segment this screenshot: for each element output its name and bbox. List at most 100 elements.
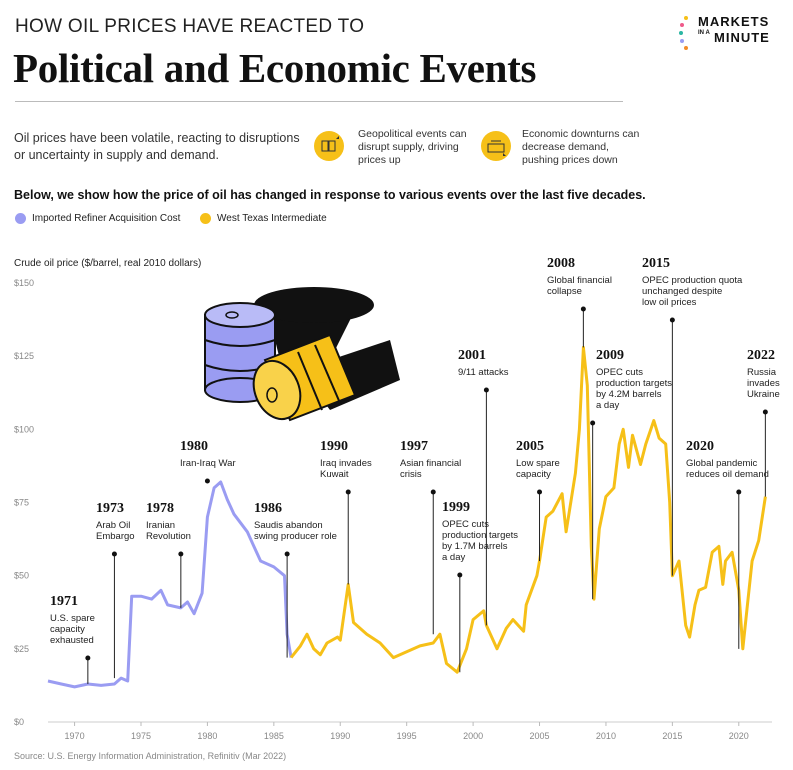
legend-item-irac: Imported Refiner Acquisition Cost	[15, 213, 180, 224]
annotation-1990: 1990 Iraq invades Kuwait	[320, 439, 372, 480]
chart-subheading: Below, we show how the price of oil has …	[14, 188, 646, 202]
x-tick-label: 1985	[264, 731, 284, 741]
annotation-dot	[85, 655, 91, 661]
annotation-dot	[580, 306, 586, 312]
legend-label: Imported Refiner Acquisition Cost	[32, 213, 181, 224]
annotation-text: Iran-Iraq War	[180, 458, 236, 469]
annotation-year: 1971	[50, 594, 78, 609]
annotation-text: OPEC production quota unchanged despite lo…	[642, 275, 743, 308]
annotation-text: Iranian Revolution	[146, 520, 191, 542]
annotation-year: 1973	[96, 501, 124, 516]
annotation-2001: 2001 9/11 attacks	[458, 348, 509, 378]
annotation-text: 9/11 attacks	[458, 367, 509, 378]
y-tick-label: $100	[14, 424, 34, 434]
annotation-2015: 2015 OPEC production quota unchanged despi…	[642, 256, 743, 308]
annotation-year: 1999	[442, 500, 470, 515]
source-note: Source: U.S. Energy Information Administ…	[14, 751, 287, 761]
y-tick-label: $75	[14, 498, 29, 508]
annotation-dot	[537, 489, 543, 495]
annotation-text: U.S. spare capacity exhausted	[50, 613, 95, 646]
annotation-year: 2008	[547, 256, 575, 271]
annotation-year: 2009	[596, 348, 624, 363]
y-axis-label: Crude oil price ($/barrel, real 2010 dol…	[14, 258, 201, 269]
annotation-text: Arab Oil Embargo	[96, 520, 135, 542]
annotation-year: 2001	[458, 348, 486, 363]
annotation-2022: 2022 Russia invades Ukraine	[747, 348, 780, 400]
annotation-2005: 2005 Low spare capacity	[516, 439, 560, 480]
annotation-dot	[736, 489, 742, 495]
x-tick-label: 2020	[729, 731, 749, 741]
annotation-1986: 1986 Saudis abandon swing producer role	[254, 501, 337, 542]
logo-markets: MARKETS	[698, 14, 770, 29]
annotation-1973: 1973 Arab Oil Embargo	[96, 501, 135, 542]
logo-minute: MINUTE	[714, 30, 770, 45]
y-tick-label: $150	[14, 278, 34, 288]
callout-geopolitical: Geopolitical events can disrupt supply, …	[358, 128, 467, 166]
y-tick-label: $125	[14, 351, 34, 361]
annotation-1980: 1980 Iran-Iraq War	[180, 439, 236, 469]
logo-in-a: IN A	[698, 30, 710, 36]
annotation-2008: 2008 Global financial collapse	[547, 256, 612, 297]
series-line-irac	[47, 480, 293, 689]
annotation-dot	[483, 387, 489, 393]
annotation-dot	[178, 551, 184, 557]
y-tick-label: $50	[14, 571, 29, 581]
annotation-text: Saudis abandon swing producer role	[254, 520, 337, 542]
annotation-text: Low spare capacity	[516, 458, 560, 480]
annotation-2020: 2020 Global pandemic reduces oil demand	[686, 439, 769, 480]
x-tick-label: 1980	[197, 731, 217, 741]
x-tick-label: 2005	[530, 731, 550, 741]
legend-swatch	[200, 213, 211, 224]
x-tick-label: 2000	[463, 731, 483, 741]
annotation-dot	[284, 551, 290, 557]
annotation-year: 2005	[516, 439, 544, 454]
annotation-year: 2020	[686, 439, 714, 454]
pre-title: HOW OIL PRICES HAVE REACTED TO	[15, 16, 365, 37]
annotation-dot	[111, 551, 117, 557]
x-tick-label: 1970	[65, 731, 85, 741]
annotation-year: 1978	[146, 501, 174, 516]
annotation-dot	[204, 478, 210, 484]
annotation-dot	[762, 409, 768, 415]
oil-barrels-illustration	[204, 287, 400, 422]
callout-economic: Economic downturns can decrease demand, …	[522, 128, 640, 166]
annotation-text: Global pandemic reduces oil demand	[686, 458, 769, 480]
annotation-dot	[345, 489, 351, 495]
annotation-1971: 1971 U.S. spare capacity exhausted	[50, 594, 95, 646]
x-tick-label: 1995	[397, 731, 417, 741]
x-tick-label: 1990	[330, 731, 350, 741]
annotation-dot	[669, 317, 675, 323]
legend-item-wti: West Texas Intermediate	[200, 213, 327, 224]
annotation-year: 1997	[400, 439, 428, 454]
annotation-text: OPEC cuts production targets by 1.7M barre…	[442, 519, 518, 563]
annotation-1997: 1997 Asian financial crisis	[400, 439, 461, 480]
annotation-dot	[430, 489, 436, 495]
annotation-dot	[457, 572, 463, 578]
markets-in-a-minute-logo: MARKETS IN A MINUTE	[679, 12, 780, 56]
legend-label: West Texas Intermediate	[217, 213, 327, 224]
x-tick-label: 2015	[662, 731, 682, 741]
annotation-year: 1990	[320, 439, 348, 454]
demand-down-icon	[481, 131, 511, 161]
annotation-dot	[590, 420, 596, 426]
annotation-text: Asian financial crisis	[400, 458, 461, 480]
title-divider	[15, 101, 623, 102]
annotation-text: OPEC cuts production targets by 4.2M barre…	[596, 367, 672, 411]
annotation-1978: 1978 Iranian Revolution	[146, 501, 191, 542]
x-tick-label: 1975	[131, 731, 151, 741]
y-tick-label: $25	[14, 644, 29, 654]
annotation-1999: 1999 OPEC cuts production targets by 1.7M b…	[442, 500, 518, 563]
annotation-year: 2015	[642, 256, 670, 271]
annotation-text: Iraq invades Kuwait	[320, 458, 372, 480]
intro-text: Oil prices have been volatile, reacting …	[14, 131, 300, 162]
logo-dots-icon	[679, 16, 688, 50]
annotation-2009: 2009 OPEC cuts production targets by 4.2M b…	[596, 348, 672, 411]
series-line-wti	[289, 345, 767, 674]
annotation-year: 1986	[254, 501, 282, 516]
annotation-text: Global financial collapse	[547, 275, 612, 297]
supply-up-icon	[314, 131, 344, 161]
x-tick-label: 2010	[596, 731, 616, 741]
annotation-year: 1980	[180, 439, 208, 454]
annotation-year: 2022	[747, 348, 775, 363]
